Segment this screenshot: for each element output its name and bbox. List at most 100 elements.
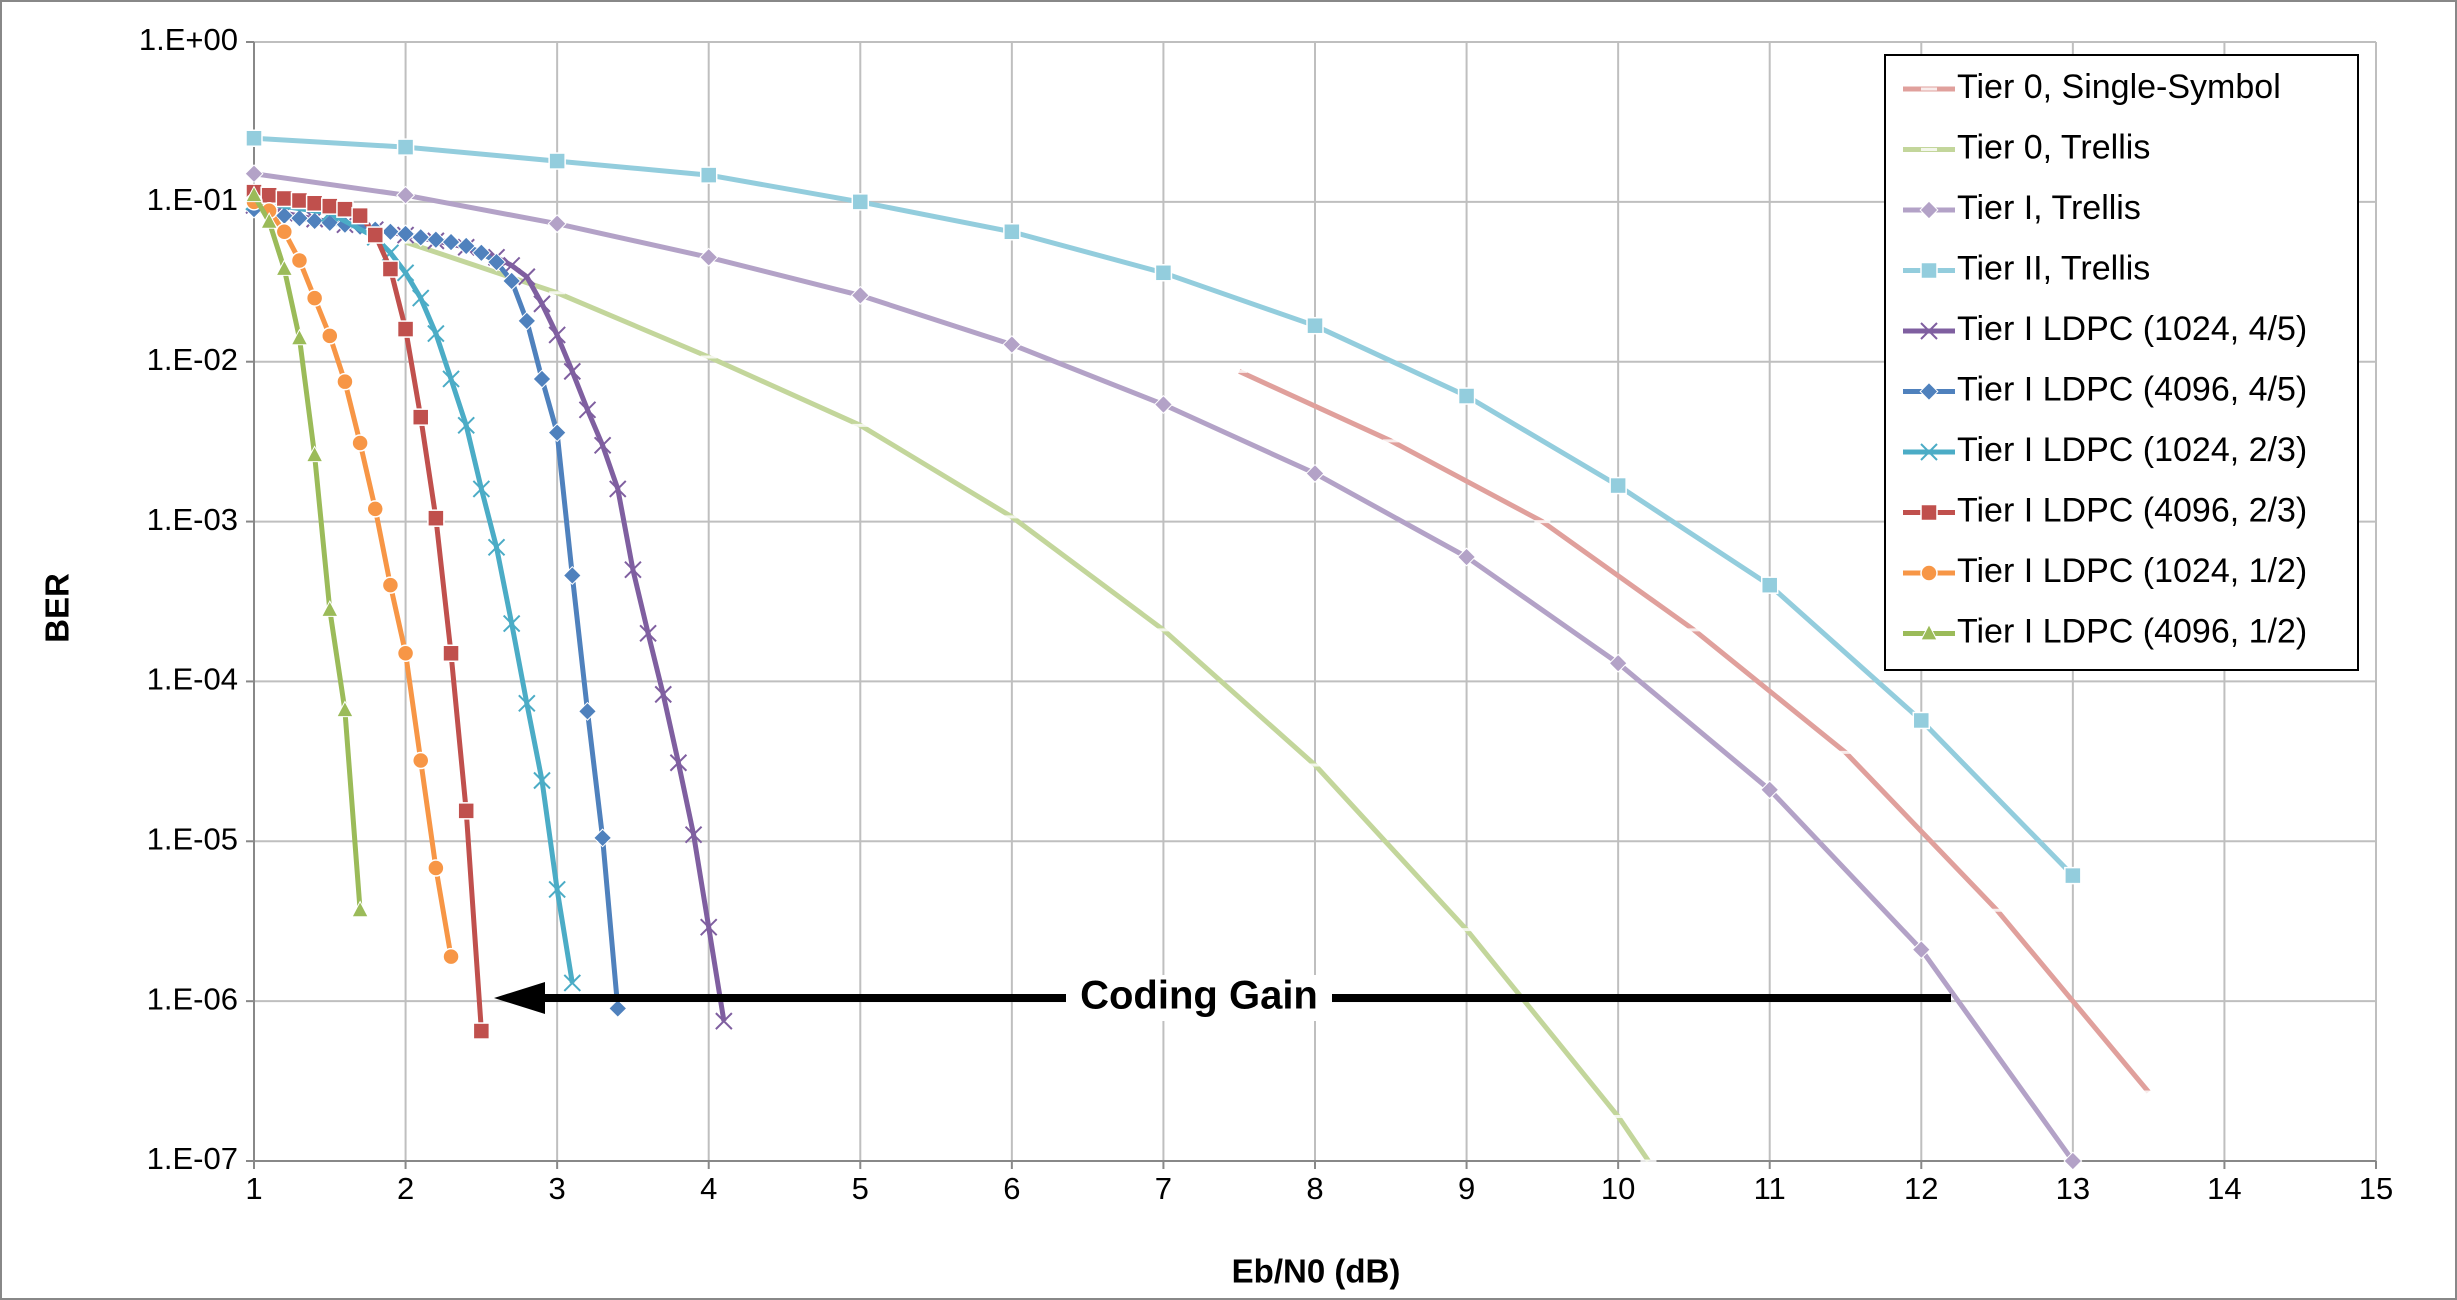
x-tick-label: 7 [1155, 1171, 1172, 1206]
y-tick-label: 1.E-01 [147, 182, 238, 217]
marker [442, 370, 460, 388]
legend-label: Tier 0, Trellis [1957, 128, 2150, 166]
marker [669, 754, 688, 772]
marker [1920, 443, 1938, 461]
marker [654, 685, 672, 704]
marker [2064, 866, 2082, 885]
marker [427, 324, 445, 343]
marker [336, 372, 354, 391]
marker [472, 1022, 491, 1040]
marker [321, 327, 339, 345]
marker [305, 445, 324, 463]
marker [427, 509, 445, 527]
marker [699, 247, 719, 267]
marker [548, 326, 566, 344]
marker [411, 751, 430, 770]
marker [320, 600, 339, 617]
marker [244, 164, 264, 184]
marker [851, 193, 870, 211]
series [397, 239, 1657, 1163]
marker [245, 185, 263, 203]
x-tick-label: 9 [1458, 1171, 1475, 1206]
marker [456, 236, 476, 256]
marker [351, 206, 369, 225]
marker [245, 129, 263, 147]
marker [577, 701, 597, 721]
marker [518, 694, 536, 712]
marker [700, 918, 718, 936]
marker [715, 1012, 733, 1030]
marker [321, 197, 339, 215]
y-tick-label: 1.E+00 [139, 22, 238, 57]
marker [2063, 1151, 2083, 1171]
x-tick-label: 14 [2207, 1171, 2241, 1206]
series [1231, 369, 2157, 1094]
x-tick-label: 5 [852, 1171, 869, 1206]
x-tick-label: 8 [1306, 1171, 1323, 1206]
marker [487, 538, 506, 557]
marker [441, 232, 461, 252]
marker [427, 859, 445, 877]
marker [1920, 322, 1938, 340]
marker [442, 644, 460, 663]
marker [1760, 780, 1780, 800]
marker [547, 214, 567, 234]
marker [275, 259, 294, 276]
marker [1911, 940, 1931, 960]
marker [381, 260, 400, 278]
marker [563, 974, 582, 992]
series [244, 164, 2083, 1171]
x-tick-label: 3 [549, 1171, 566, 1206]
marker [366, 500, 385, 518]
marker [275, 223, 294, 241]
marker [380, 222, 400, 242]
marker [1154, 264, 1173, 282]
marker [1305, 463, 1325, 483]
marker [351, 900, 369, 918]
series-line [251, 193, 363, 911]
marker [305, 194, 324, 213]
marker [548, 880, 566, 899]
y-tick-label: 1.E-06 [147, 981, 238, 1016]
marker [533, 771, 551, 790]
series [245, 193, 582, 992]
marker [639, 624, 657, 643]
marker [1920, 261, 1938, 280]
marker [442, 947, 460, 966]
marker [396, 224, 416, 244]
marker [548, 152, 566, 170]
series [245, 183, 491, 1040]
marker [593, 828, 613, 848]
marker [260, 211, 278, 229]
x-tick-label: 6 [1003, 1171, 1020, 1206]
series [244, 199, 628, 1018]
marker [1608, 653, 1628, 673]
marker [517, 311, 537, 331]
marker [411, 227, 431, 247]
series [245, 185, 369, 918]
annotation-bg [1066, 975, 1332, 1021]
marker [289, 208, 309, 228]
x-tick-label: 4 [700, 1171, 717, 1206]
series [245, 129, 2082, 885]
marker [502, 614, 521, 633]
annotation: Coding Gain [494, 974, 1951, 1021]
marker [471, 243, 491, 263]
marker [275, 189, 294, 208]
y-tick-label: 1.E-03 [147, 502, 238, 537]
y-tick-label: 1.E-05 [147, 821, 238, 856]
x-axis-title: Eb/N0 (dB) [1232, 1253, 1401, 1290]
marker [396, 185, 416, 205]
marker [412, 289, 430, 307]
marker [1920, 623, 1938, 641]
legend-label: Tier I LDPC (1024, 2/3) [1957, 431, 2307, 469]
x-tick-label: 10 [1601, 1171, 1635, 1206]
marker [1457, 547, 1477, 567]
legend-label: Tier 0, Single-Symbol [1957, 68, 2281, 106]
marker [305, 289, 324, 307]
legend-label: Tier I LDPC (4096, 2/3) [1957, 491, 2307, 529]
marker [533, 295, 551, 313]
x-tick-label: 13 [2056, 1171, 2090, 1206]
marker [1920, 564, 1938, 582]
legend: Tier 0, Single-Symbol Tier 0, Trellis Tier… [1884, 54, 2359, 671]
